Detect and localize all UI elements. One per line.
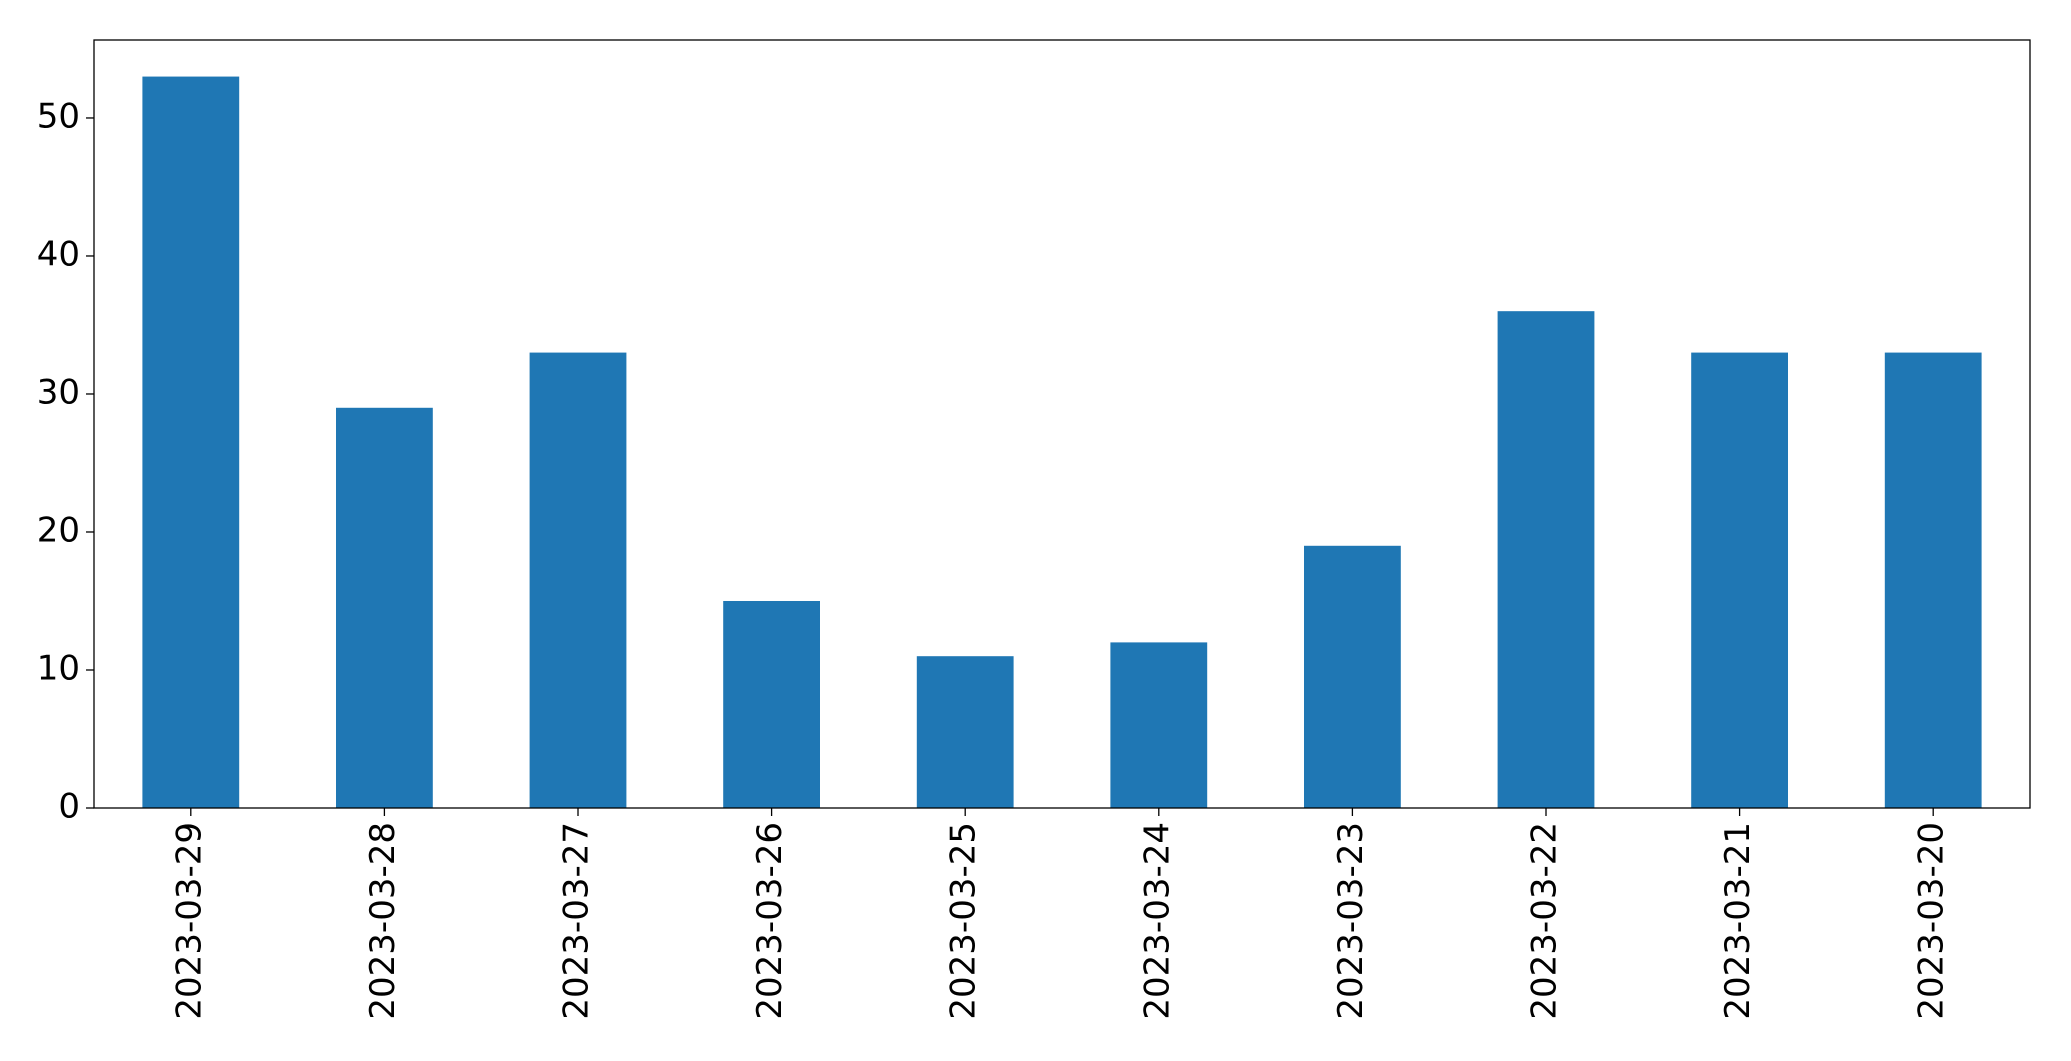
- x-tick-label: 2023-03-25: [944, 822, 984, 1020]
- x-tick-label: 2023-03-21: [1718, 822, 1758, 1020]
- y-tick-label: 50: [37, 96, 80, 136]
- x-tick-label: 2023-03-24: [1137, 822, 1177, 1020]
- x-tick-label: 2023-03-26: [750, 822, 790, 1020]
- y-tick-label: 10: [37, 648, 80, 688]
- bar: [1691, 352, 1788, 808]
- x-tick-label: 2023-03-27: [557, 822, 597, 1020]
- bar: [916, 656, 1014, 808]
- y-tick-label: 30: [37, 372, 80, 412]
- plot-frame: [93, 39, 2031, 809]
- x-tick-label: 2023-03-22: [1525, 822, 1565, 1020]
- x-tick-label: 2023-03-20: [1912, 822, 1952, 1020]
- bar: [723, 600, 820, 808]
- bar: [1884, 352, 1982, 808]
- x-tick-label: 2023-03-29: [169, 822, 209, 1020]
- bar: [142, 76, 240, 809]
- bar: [1304, 545, 1401, 808]
- bar: [1110, 642, 1208, 808]
- x-tick-label: 2023-03-28: [363, 822, 403, 1020]
- y-tick-label: 0: [58, 787, 80, 827]
- y-tick-label: 40: [37, 234, 80, 274]
- bar: [1497, 311, 1595, 808]
- bar: [529, 352, 627, 808]
- y-tick-label: 20: [37, 510, 80, 550]
- bar: [336, 407, 433, 808]
- x-tick-label: 2023-03-23: [1331, 822, 1371, 1020]
